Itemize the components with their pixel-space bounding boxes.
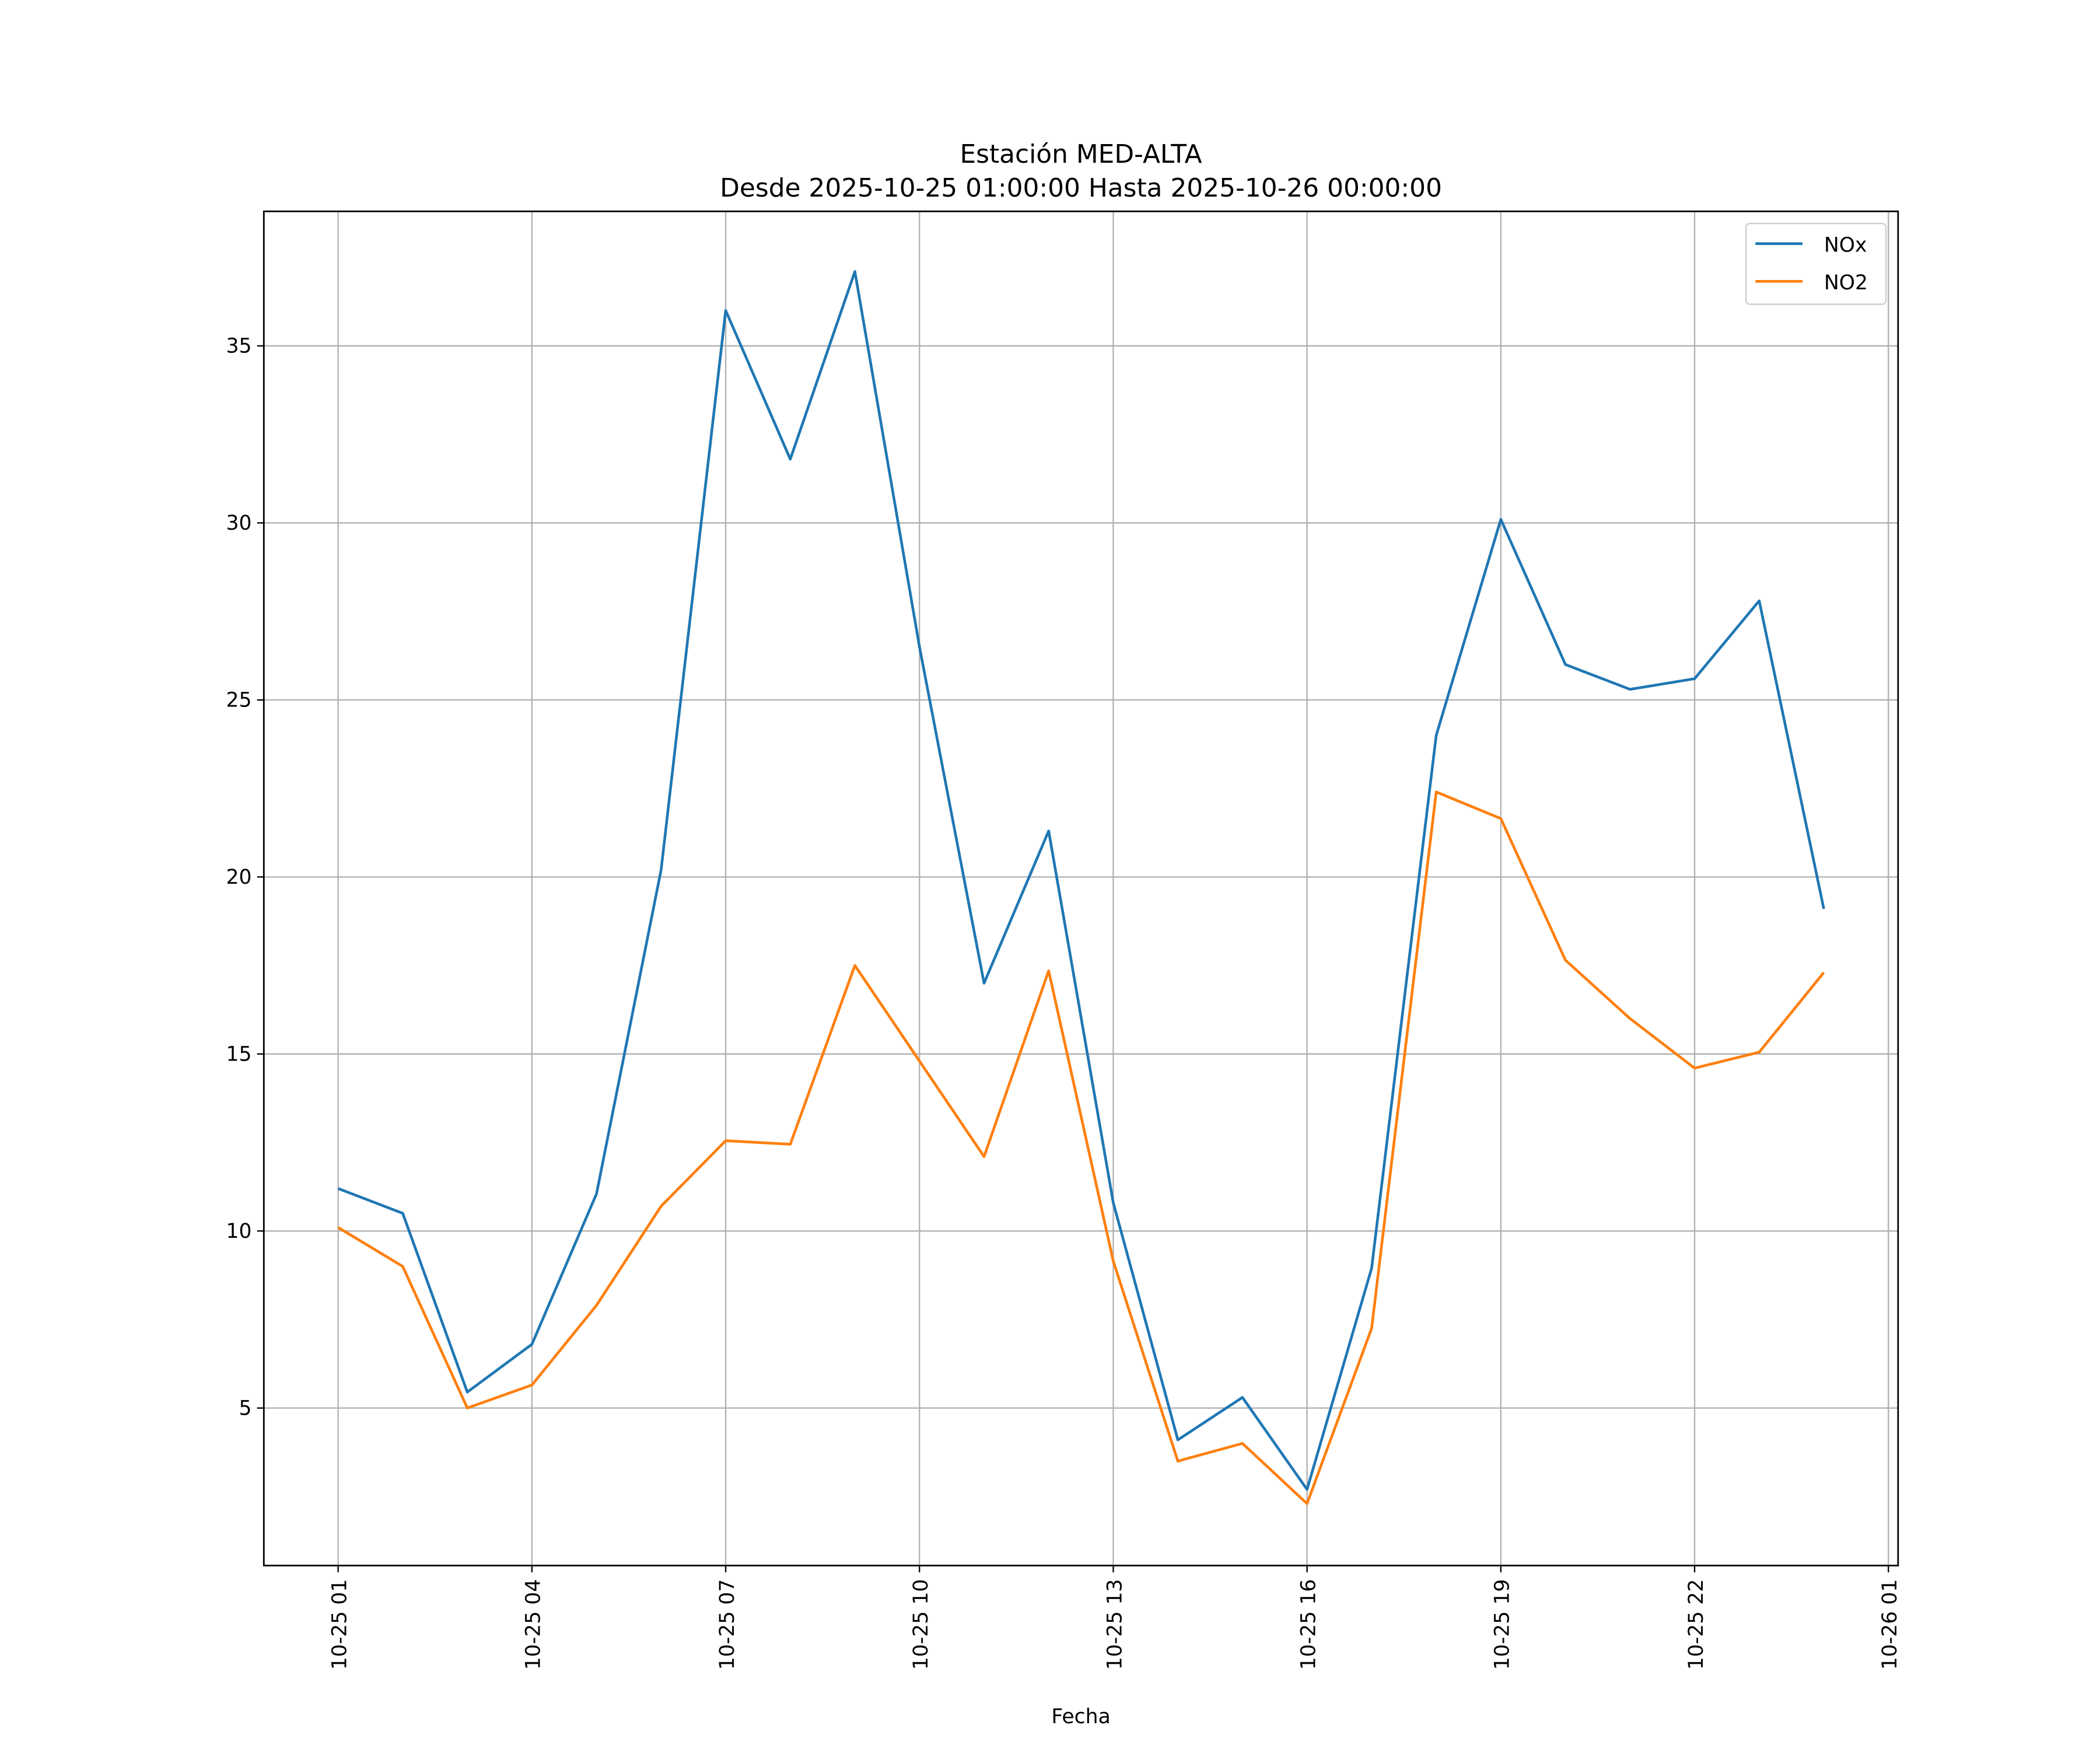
grid xyxy=(264,211,1898,1566)
x-tick-label: 10-26 01 xyxy=(1878,1579,1902,1670)
y-tick-label: 15 xyxy=(226,1042,251,1066)
x-tick-label: 10-25 16 xyxy=(1297,1579,1320,1670)
x-axis-label: Fecha xyxy=(1051,1705,1110,1728)
legend-label-no2: NO2 xyxy=(1824,271,1868,295)
chart-subtitle: Desde 2025-10-25 01:00:00 Hasta 2025-10-… xyxy=(720,173,1442,203)
x-tick-label: 10-25 13 xyxy=(1103,1579,1126,1670)
x-tick-label: 10-25 07 xyxy=(716,1579,739,1670)
axis-ticks: 5 10 15 20 25 30 35 10-25 01 10-25 04 10-25 07 10-… xyxy=(226,334,1902,1670)
y-tick-label: 10 xyxy=(226,1220,251,1243)
legend: NOx NO2 xyxy=(1745,222,1887,305)
x-tick-label: 10-25 01 xyxy=(328,1579,351,1670)
y-tick-label: 25 xyxy=(226,688,251,712)
series-lines xyxy=(337,270,1825,1505)
x-tick-label: 10-25 10 xyxy=(909,1579,933,1670)
chart-title: Estación MED-ALTA xyxy=(960,139,1202,169)
x-tick-label: 10-25 19 xyxy=(1491,1579,1514,1670)
y-tick-label: 35 xyxy=(226,334,251,358)
series-line-no2 xyxy=(337,790,1825,1505)
x-tick-label: 10-25 04 xyxy=(522,1579,545,1670)
y-tick-label: 20 xyxy=(226,866,251,889)
series-line-nox xyxy=(337,270,1825,1491)
x-tick-label: 10-25 22 xyxy=(1685,1579,1708,1670)
plot-frame xyxy=(262,210,1899,1567)
y-tick-label: 5 xyxy=(239,1396,252,1420)
legend-label-nox: NOx xyxy=(1824,234,1867,257)
y-tick-label: 30 xyxy=(226,512,251,535)
